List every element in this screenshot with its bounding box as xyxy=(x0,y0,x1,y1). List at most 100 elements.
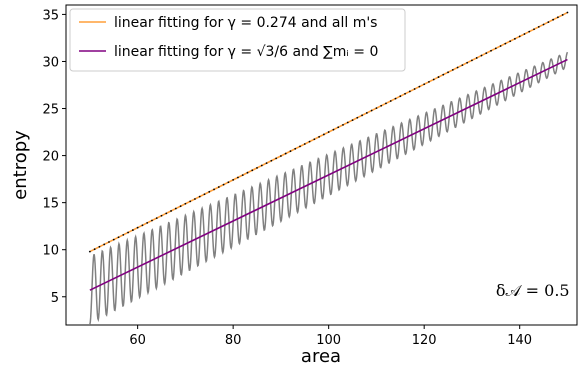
data-point xyxy=(131,229,134,231)
data-point xyxy=(346,121,349,124)
data-point xyxy=(432,78,435,81)
data-point xyxy=(533,28,535,31)
data-point xyxy=(308,140,311,143)
legend-label-1: linear fitting for γ = 0.274 and all m's xyxy=(114,15,377,31)
data-point xyxy=(437,76,440,78)
data-point xyxy=(475,57,478,59)
data-point xyxy=(471,59,473,62)
data-point xyxy=(380,104,383,107)
data-point xyxy=(170,210,172,212)
data-point xyxy=(504,42,507,45)
data-point xyxy=(165,212,168,215)
y-tick-label: 10 xyxy=(42,244,59,259)
y-axis-title: entropy xyxy=(10,130,31,200)
data-point xyxy=(518,35,521,38)
data-point xyxy=(509,40,512,43)
data-point xyxy=(275,157,278,160)
data-point xyxy=(189,200,192,203)
data-point xyxy=(122,233,125,236)
data-point xyxy=(227,181,230,184)
data-point xyxy=(265,162,268,165)
x-tick-label: 100 xyxy=(316,333,341,348)
data-point xyxy=(385,102,387,105)
data-point xyxy=(98,245,101,248)
data-point xyxy=(542,23,545,26)
data-point xyxy=(251,169,254,172)
data-point xyxy=(241,174,244,176)
legend-box xyxy=(69,8,406,72)
data-point xyxy=(93,248,96,251)
data-point xyxy=(480,54,483,57)
series-oscillation xyxy=(89,51,569,325)
y-tick-label: 15 xyxy=(42,197,59,212)
data-point xyxy=(461,64,464,67)
data-point xyxy=(552,18,555,21)
data-point xyxy=(303,143,306,145)
annotation: δ𝒜 = 0.5 xyxy=(496,281,570,300)
data-point xyxy=(280,155,282,157)
data-point xyxy=(528,30,531,33)
data-point xyxy=(394,97,397,100)
data-point xyxy=(237,176,239,179)
data-point xyxy=(270,159,273,162)
data-point xyxy=(203,193,206,196)
data-point xyxy=(361,114,363,117)
data-point xyxy=(146,222,149,224)
legend: linear fitting for γ = 0.274 and all m's… xyxy=(69,8,406,72)
data-point xyxy=(399,95,402,98)
data-point xyxy=(514,37,516,40)
data-point xyxy=(313,138,316,141)
data-point xyxy=(213,188,215,191)
x-tick-label: 140 xyxy=(507,333,532,348)
data-point xyxy=(141,224,144,227)
x-axis-title: area xyxy=(301,346,341,367)
data-point xyxy=(294,147,297,150)
data-point xyxy=(127,231,129,234)
data-point xyxy=(356,116,359,119)
data-point xyxy=(342,123,344,126)
y-axis: 5 10 15 20 25 30 35 xyxy=(42,8,66,306)
data-point xyxy=(179,205,182,208)
plot-area xyxy=(88,11,569,325)
data-point xyxy=(442,73,445,76)
data-point xyxy=(117,236,120,239)
x-tick-label: 60 xyxy=(129,333,146,348)
data-point xyxy=(456,66,459,69)
data-point xyxy=(260,164,263,167)
data-point xyxy=(404,92,406,95)
data-point xyxy=(184,202,187,205)
data-point xyxy=(423,83,426,86)
x-tick-label: 120 xyxy=(412,333,437,348)
data-point xyxy=(208,190,211,193)
data-point xyxy=(256,167,258,169)
data-point xyxy=(485,52,488,55)
data-point xyxy=(370,109,373,112)
data-point xyxy=(537,25,540,28)
data-point xyxy=(246,171,249,174)
data-point xyxy=(284,152,287,155)
data-point xyxy=(327,131,330,133)
y-tick-label: 25 xyxy=(42,103,59,118)
data-point xyxy=(466,61,469,64)
data-point xyxy=(108,241,110,243)
data-point xyxy=(365,112,368,114)
data-point xyxy=(88,250,91,253)
series-line-2 xyxy=(89,58,568,291)
x-tick-label: 80 xyxy=(225,333,242,348)
data-point xyxy=(375,107,378,110)
data-point xyxy=(451,69,454,71)
data-point xyxy=(389,100,392,102)
data-point xyxy=(566,11,569,14)
data-point xyxy=(418,85,421,88)
data-point xyxy=(494,47,497,50)
plot-frame xyxy=(65,4,578,326)
y-tick-label: 30 xyxy=(42,55,59,70)
data-point xyxy=(499,45,502,47)
y-tick-label: 35 xyxy=(42,8,59,23)
data-point xyxy=(447,71,449,74)
data-point xyxy=(112,238,115,241)
data-point xyxy=(222,183,225,186)
data-point xyxy=(523,33,526,35)
y-tick-label: 5 xyxy=(51,291,59,306)
